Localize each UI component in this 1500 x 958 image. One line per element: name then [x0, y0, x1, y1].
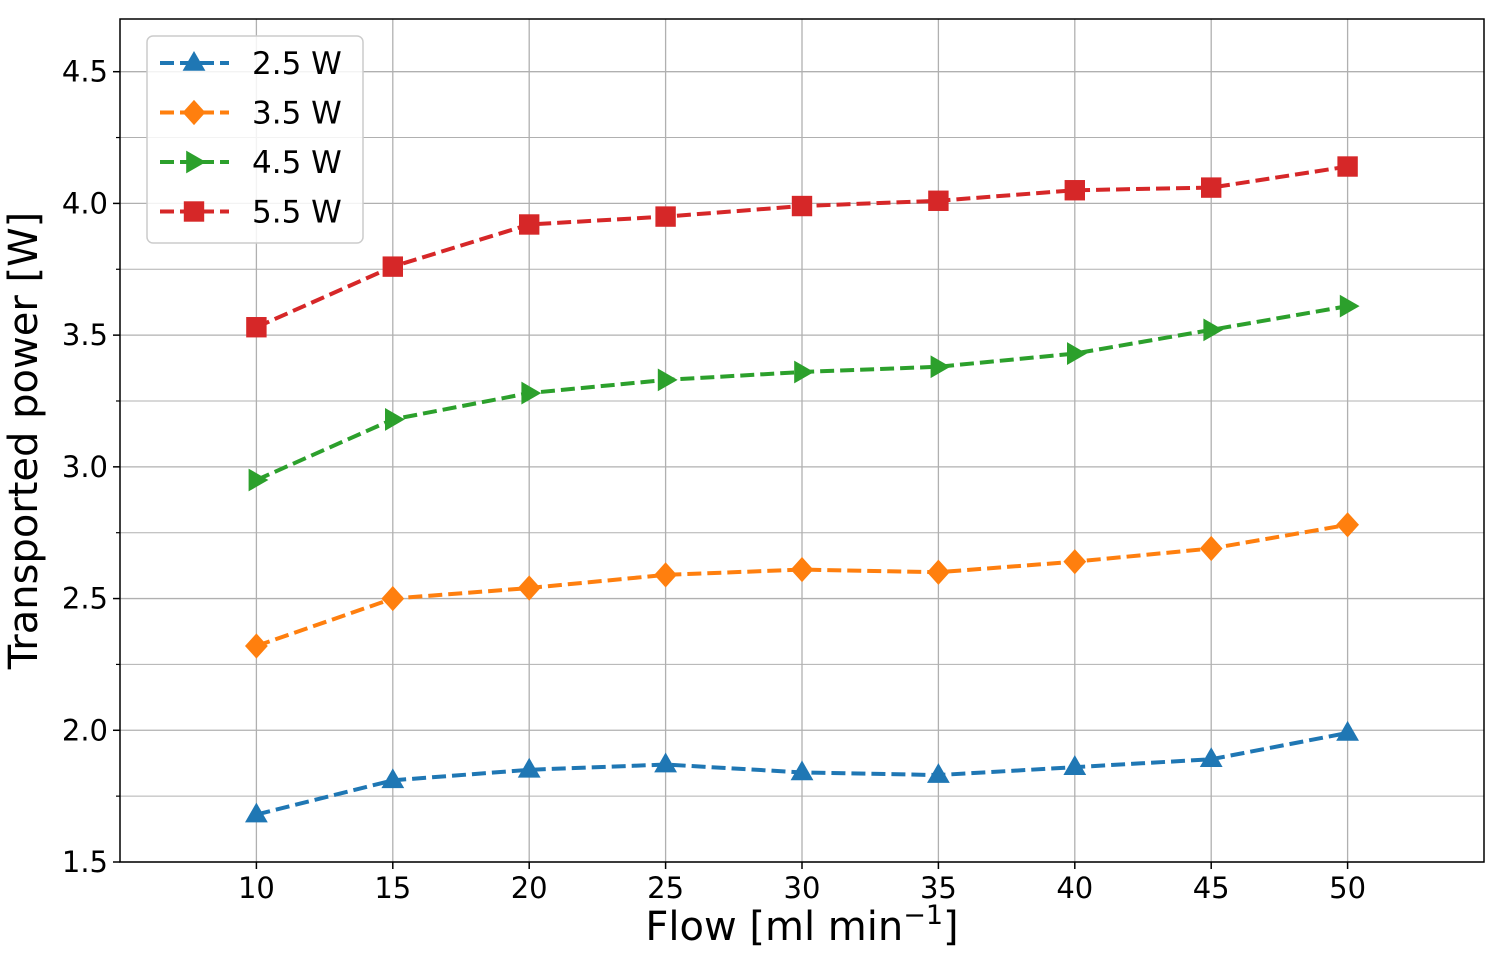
data-point: [794, 360, 814, 384]
legend-item: 4.5 W: [160, 145, 342, 181]
data-point: [790, 760, 814, 781]
data-point: [930, 355, 951, 379]
data-point: [385, 408, 405, 431]
legend-marker: [186, 150, 206, 174]
y-tick-label: 1.5: [62, 845, 108, 879]
data-point: [1339, 294, 1360, 318]
data-point: [791, 195, 813, 217]
x-tick-label: 35: [920, 871, 957, 905]
data-point: [657, 368, 678, 392]
data-point: [1336, 512, 1359, 538]
data-point: [248, 468, 269, 492]
x-tick-label: 25: [647, 871, 684, 905]
data-point: [928, 190, 949, 211]
x-tick-label: 20: [511, 871, 548, 905]
series-5_5-W: [246, 156, 1358, 338]
series-line: [255, 522, 1348, 648]
data-point: [1063, 549, 1087, 575]
data-point: [654, 562, 677, 588]
data-point: [245, 633, 268, 659]
x-tick-label: 15: [374, 871, 411, 905]
data-point: [521, 381, 542, 405]
legend-item: 5.5 W: [160, 195, 342, 231]
x-tick-label: 10: [238, 871, 275, 905]
y-tick-label: 3.5: [62, 318, 108, 352]
x-tick-label: 40: [1056, 871, 1093, 905]
data-point: [245, 802, 268, 823]
legend-marker: [182, 51, 206, 71]
data-point: [246, 317, 267, 338]
axis-ticks: 10 15 20 25 30 35 40 45 50 1.5 2.0 2.5 3.0 3.5 4.0 4.5: [62, 55, 1366, 905]
data-point: [382, 256, 403, 277]
data-point: [654, 752, 677, 773]
data-point: [1336, 720, 1359, 741]
legend-marker: [182, 99, 206, 126]
legend-item: 2.5 W: [160, 46, 342, 82]
y-tick-label: 2.5: [62, 582, 108, 616]
data-point: [927, 763, 950, 783]
data-point: [381, 768, 405, 789]
y-tick-label: 2.0: [62, 713, 108, 747]
data-point: [1064, 180, 1085, 201]
legend-label: 5.5 W: [252, 195, 342, 231]
data-point: [517, 757, 541, 778]
y-tick-label: 4.5: [62, 55, 108, 89]
data-point: [1067, 342, 1087, 365]
data-point: [381, 585, 405, 612]
legend: 2.5 W 3.5 W 4.5 W 5.5 W: [146, 35, 364, 244]
y-axis-label: Transported power [W]: [1, 212, 47, 671]
series-4_5-W: [248, 294, 1360, 492]
x-axis-label: Flow [ml min−1]: [645, 900, 958, 950]
data-point: [517, 575, 541, 601]
x-tick-label: 45: [1193, 871, 1230, 905]
legend-box: [146, 35, 364, 244]
y-tick-label: 3.0: [62, 450, 108, 484]
legend-marker: [183, 201, 205, 222]
legend-label: 3.5 W: [252, 96, 342, 132]
data-point: [790, 556, 814, 583]
grid: [120, 19, 1484, 863]
legend-label: 2.5 W: [252, 46, 342, 82]
legend-item: 3.5 W: [160, 96, 342, 132]
x-tick-label: 30: [784, 871, 821, 905]
data-point: [655, 206, 676, 227]
y-tick-label: 4.0: [62, 186, 108, 220]
data-point: [1201, 177, 1222, 198]
data-point: [1337, 156, 1358, 177]
series-3_5-W: [245, 512, 1359, 659]
x-tick-label: 50: [1329, 871, 1366, 905]
series-layer: [245, 156, 1360, 823]
data-point: [1199, 747, 1223, 768]
data-point: [927, 559, 950, 585]
data-point: [1203, 318, 1224, 342]
data-point: [1199, 535, 1223, 562]
series-2_5-W: [245, 720, 1359, 823]
data-point: [519, 214, 540, 235]
legend-label: 4.5 W: [252, 145, 342, 181]
data-point: [1063, 755, 1087, 775]
